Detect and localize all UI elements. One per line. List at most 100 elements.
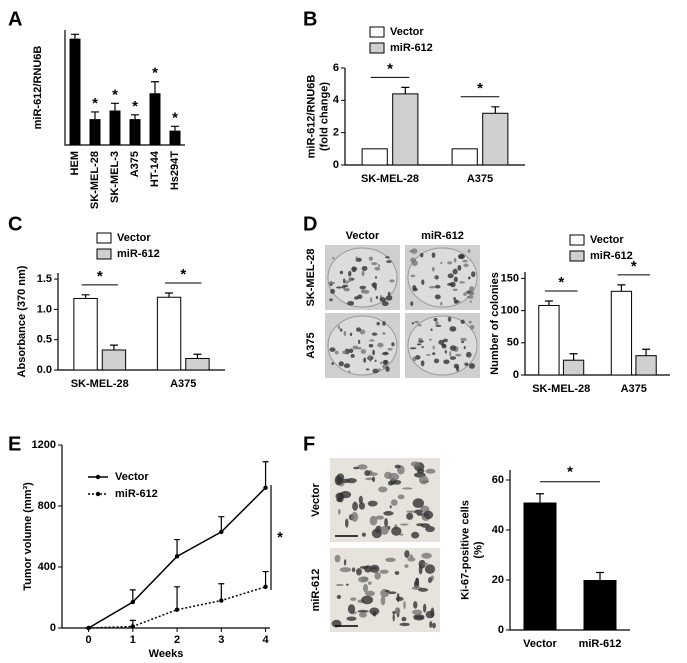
cell bbox=[336, 476, 344, 485]
cell bbox=[351, 567, 356, 573]
y-tick-label: 0 bbox=[333, 159, 339, 171]
colony bbox=[447, 316, 452, 322]
colony bbox=[418, 337, 423, 341]
colony bbox=[363, 357, 367, 363]
marker bbox=[263, 485, 268, 490]
cell bbox=[396, 592, 400, 603]
colony bbox=[328, 281, 335, 285]
cell bbox=[404, 550, 410, 559]
significance-mark: * bbox=[172, 109, 178, 126]
error-bar bbox=[544, 300, 553, 306]
cell bbox=[364, 469, 371, 476]
colony bbox=[342, 350, 348, 355]
colony bbox=[385, 366, 390, 372]
x-tick-label: SK-MEL-28 bbox=[532, 383, 590, 395]
error-bar bbox=[151, 81, 159, 94]
cell bbox=[364, 590, 375, 597]
y-tick-label: 0.0 bbox=[37, 364, 52, 376]
legend-swatch bbox=[369, 42, 385, 54]
colony bbox=[438, 339, 445, 345]
y-tick-label: 2 bbox=[333, 127, 339, 139]
legend-swatch bbox=[569, 234, 585, 246]
colony bbox=[420, 360, 425, 367]
colony bbox=[463, 345, 466, 350]
colony bbox=[343, 363, 351, 369]
bar bbox=[129, 119, 141, 145]
colony bbox=[368, 354, 372, 361]
colony bbox=[334, 350, 339, 355]
colony bbox=[347, 300, 355, 306]
colony bbox=[379, 297, 387, 302]
significance-mark: * bbox=[112, 86, 118, 103]
colony bbox=[365, 368, 370, 371]
colony bbox=[371, 262, 378, 266]
colony bbox=[339, 270, 344, 275]
cell bbox=[353, 466, 360, 470]
x-tick-label: SK-MEL-28 bbox=[71, 378, 129, 390]
marker bbox=[86, 625, 91, 631]
colony bbox=[452, 328, 455, 331]
colony bbox=[386, 260, 392, 263]
colony bbox=[371, 282, 377, 288]
bar bbox=[538, 304, 560, 376]
cell bbox=[379, 569, 389, 574]
colony bbox=[409, 347, 417, 350]
colony bbox=[385, 295, 393, 301]
colony bbox=[455, 353, 462, 357]
legend-swatch bbox=[96, 248, 112, 260]
colony bbox=[453, 276, 458, 283]
colony bbox=[371, 332, 378, 336]
colony bbox=[469, 324, 475, 330]
colony bbox=[431, 252, 436, 258]
cell bbox=[392, 613, 395, 622]
legend-label: Vector bbox=[390, 26, 424, 38]
bar bbox=[73, 297, 98, 371]
cell bbox=[357, 464, 368, 470]
colony bbox=[410, 301, 414, 306]
y-tick-label: 150 bbox=[501, 272, 519, 284]
y-tick-label: 20 bbox=[492, 574, 504, 586]
error-bar bbox=[262, 461, 269, 488]
colony bbox=[387, 291, 391, 296]
y-tick-label: 6 bbox=[333, 62, 339, 74]
legend-marker bbox=[95, 491, 101, 497]
cell bbox=[432, 622, 436, 629]
cell bbox=[389, 505, 392, 509]
colony bbox=[467, 249, 471, 253]
x-tick-label: Vector bbox=[523, 638, 557, 650]
colony bbox=[449, 356, 457, 360]
colony bbox=[468, 363, 476, 369]
cell bbox=[351, 511, 359, 522]
cell bbox=[343, 559, 347, 566]
colony bbox=[416, 343, 422, 346]
y-tick-label: 1.5 bbox=[37, 273, 52, 285]
colony bbox=[460, 337, 467, 342]
legend-swatch bbox=[569, 250, 585, 262]
image-row-label: SK-MEL-28 bbox=[305, 248, 317, 306]
bar bbox=[101, 349, 127, 371]
colony bbox=[468, 320, 472, 324]
cell bbox=[394, 571, 400, 575]
cell bbox=[336, 594, 342, 599]
significance-mark: * bbox=[152, 65, 158, 82]
bar bbox=[482, 112, 509, 166]
marker bbox=[219, 598, 224, 603]
colony bbox=[464, 362, 469, 366]
cell bbox=[384, 590, 390, 593]
colony bbox=[459, 281, 466, 284]
y-tick-label: 800 bbox=[38, 500, 56, 512]
x-tick-label: Hs294T bbox=[169, 151, 181, 190]
cell bbox=[361, 576, 369, 581]
marker bbox=[174, 607, 180, 612]
colony bbox=[410, 257, 416, 263]
colony bbox=[374, 266, 381, 271]
cell bbox=[356, 568, 362, 576]
cell bbox=[403, 600, 406, 610]
cell bbox=[335, 583, 344, 587]
colony bbox=[348, 277, 352, 283]
colony bbox=[449, 345, 457, 351]
cell bbox=[375, 525, 382, 534]
legend-label: Vector bbox=[115, 471, 149, 483]
colony bbox=[381, 301, 389, 307]
cell bbox=[413, 614, 425, 619]
